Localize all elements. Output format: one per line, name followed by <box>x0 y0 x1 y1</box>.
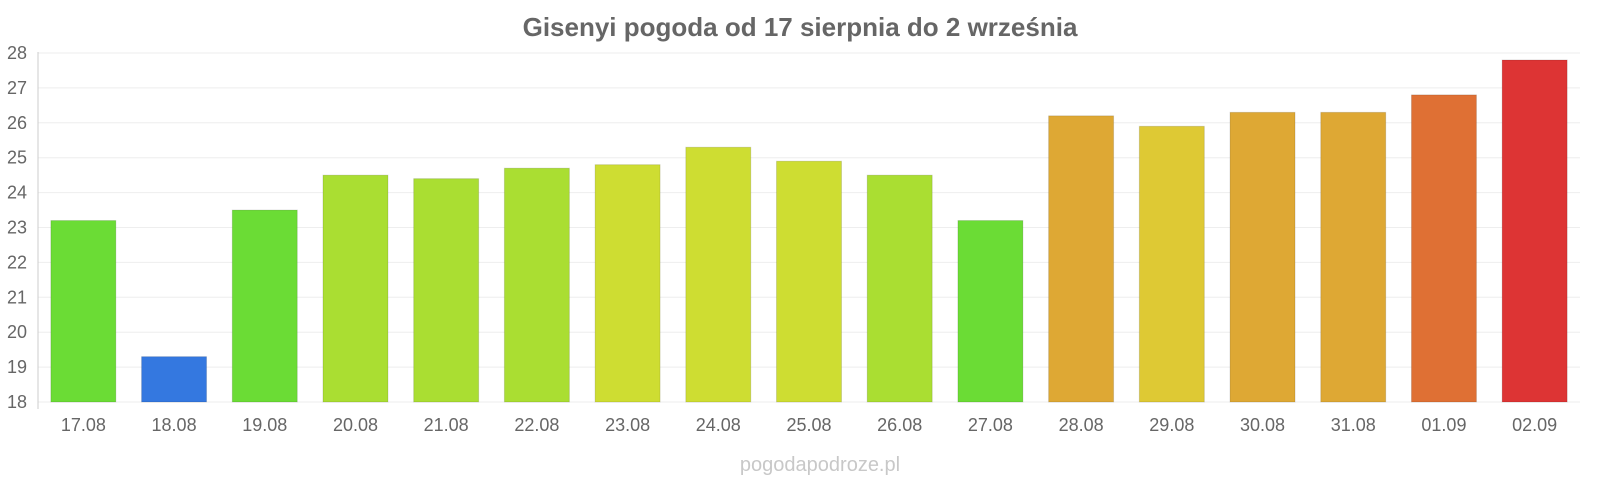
bar-24.08[interactable] <box>685 146 752 403</box>
x-tick-label: 22.08 <box>514 415 559 435</box>
bar-02.09[interactable] <box>1501 59 1568 403</box>
bar-19.08[interactable] <box>231 209 298 403</box>
bar-26.08[interactable] <box>866 174 933 403</box>
x-tick-label: 24.08 <box>696 415 741 435</box>
x-tick-label: 29.08 <box>1149 415 1194 435</box>
chart-title: Gisenyi pogoda od 17 sierpnia do 2 wrześ… <box>523 12 1078 42</box>
y-tick-label: 25 <box>7 148 27 168</box>
bar-01.09[interactable] <box>1410 94 1477 403</box>
x-tick-label: 20.08 <box>333 415 378 435</box>
x-tick-label: 21.08 <box>424 415 469 435</box>
y-axis-ticks: 18 19 20 21 22 23 24 25 26 27 28 <box>7 43 27 412</box>
bar-25.08[interactable] <box>776 160 842 403</box>
x-tick-label: 23.08 <box>605 415 650 435</box>
y-tick-label: 20 <box>7 322 27 342</box>
x-tick-label: 27.08 <box>968 415 1013 435</box>
bar-29.08[interactable] <box>1138 125 1205 403</box>
y-tick-label: 21 <box>7 287 27 307</box>
bar-18.08[interactable] <box>141 356 208 403</box>
bar-31.08[interactable] <box>1320 111 1387 403</box>
x-tick-label: 01.09 <box>1421 415 1466 435</box>
site-watermark: pogodapodroze.pl <box>740 454 900 476</box>
y-tick-label: 19 <box>7 357 27 377</box>
bar-20.08[interactable] <box>322 174 389 403</box>
bar-17.08[interactable] <box>50 220 117 403</box>
bar-23.08[interactable] <box>594 164 661 403</box>
x-tick-label: 26.08 <box>877 415 922 435</box>
bar-28.08[interactable] <box>1048 115 1115 403</box>
bars <box>50 59 1568 403</box>
y-tick-label: 26 <box>7 113 27 133</box>
x-tick-label: 02.09 <box>1512 415 1557 435</box>
y-tick-label: 24 <box>7 183 27 203</box>
y-tick-label: 27 <box>7 78 27 98</box>
y-tick-label: 22 <box>7 252 27 272</box>
bar-21.08[interactable] <box>413 178 480 403</box>
bar-27.08[interactable] <box>957 220 1024 403</box>
y-tick-label: 28 <box>7 43 27 63</box>
x-tick-label: 19.08 <box>242 415 287 435</box>
x-tick-label: 25.08 <box>786 415 831 435</box>
y-tick-label: 18 <box>7 392 27 412</box>
x-tick-label: 17.08 <box>61 415 106 435</box>
x-tick-label: 31.08 <box>1331 415 1376 435</box>
x-tick-label: 18.08 <box>152 415 197 435</box>
bar-30.08[interactable] <box>1229 111 1296 403</box>
y-tick-label: 23 <box>7 218 27 238</box>
bar-22.08[interactable] <box>503 167 570 403</box>
x-tick-label: 30.08 <box>1240 415 1285 435</box>
x-axis-ticks: 17.08 18.08 19.08 20.08 21.08 22.08 23.08 24.08… <box>61 415 1557 435</box>
x-tick-label: 28.08 <box>1059 415 1104 435</box>
